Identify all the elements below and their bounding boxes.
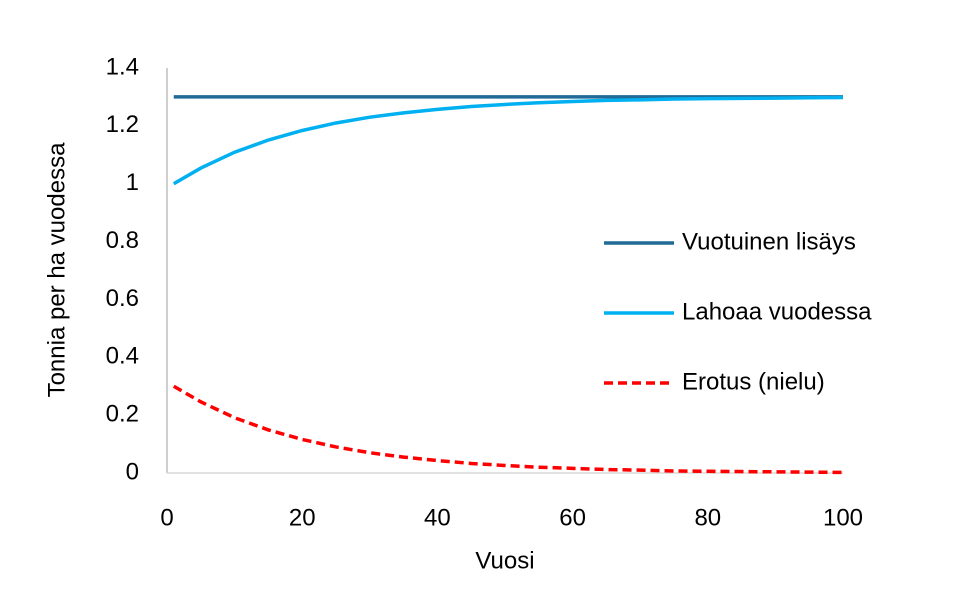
y-tick-label: 0.8 (106, 227, 139, 254)
x-tick-label: 20 (289, 504, 316, 531)
y-tick-label: 1 (126, 169, 139, 196)
y-tick-label: 0.6 (106, 285, 139, 312)
series-line (172, 384, 844, 475)
x-tick-label: 80 (694, 504, 721, 531)
x-tick-label: 0 (160, 504, 173, 531)
y-tick-label: 0 (126, 458, 139, 485)
legend-label: Lahoaa vuodessa (682, 298, 872, 325)
x-tick-label: 60 (559, 504, 586, 531)
y-tick-label: 1.2 (106, 111, 139, 138)
x-axis-label: Vuosi (475, 547, 534, 574)
series-line (172, 95, 844, 186)
y-tick-label: 1.4 (106, 53, 139, 80)
x-tick-label: 40 (424, 504, 451, 531)
legend-label: Vuotuinen lisäys (682, 228, 856, 255)
legend-label: Erotus (nielu) (682, 368, 825, 395)
y-tick-label: 0.4 (106, 343, 139, 370)
y-tick-label: 0.2 (106, 400, 139, 427)
y-axis-label: Tonnia per ha vuodessa (43, 142, 70, 398)
x-tick-label: 100 (823, 504, 863, 531)
